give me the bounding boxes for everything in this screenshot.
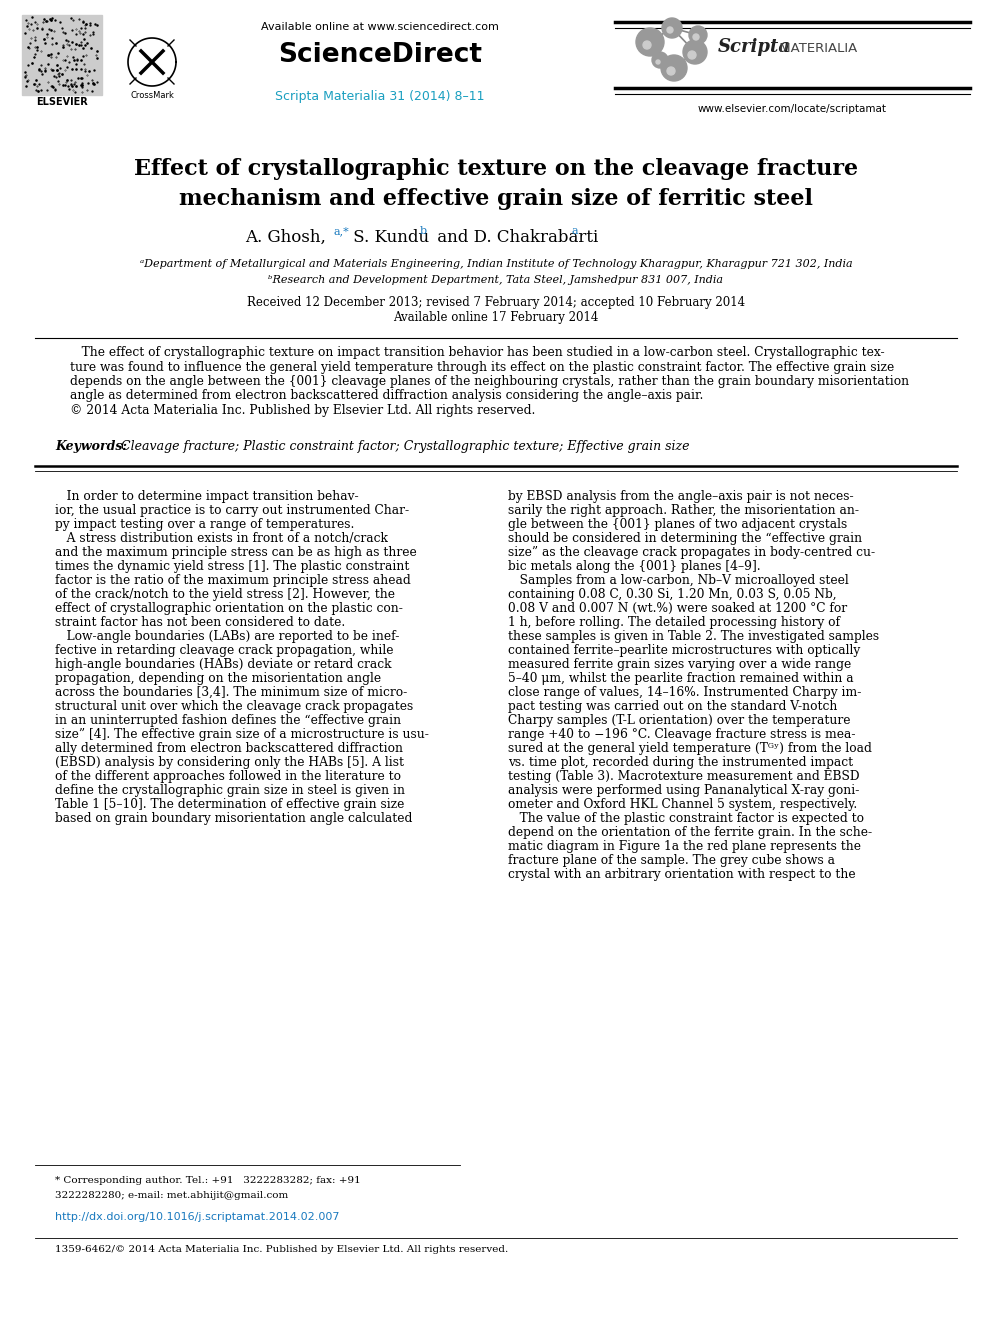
Text: range +40 to −196 °C. Cleavage fracture stress is mea-: range +40 to −196 °C. Cleavage fracture …	[508, 728, 855, 741]
Text: pact testing was carried out on the standard V-notch: pact testing was carried out on the stan…	[508, 700, 837, 713]
Text: www.elsevier.com/locate/scriptamat: www.elsevier.com/locate/scriptamat	[697, 105, 887, 114]
Circle shape	[661, 56, 687, 81]
Text: The effect of crystallographic texture on impact transition behavior has been st: The effect of crystallographic texture o…	[70, 347, 885, 359]
Text: Charpy samples (T-L orientation) over the temperature: Charpy samples (T-L orientation) over th…	[508, 714, 850, 728]
Text: fective in retarding cleavage crack propagation, while: fective in retarding cleavage crack prop…	[55, 644, 394, 658]
Circle shape	[643, 41, 651, 49]
Text: ᵃDepartment of Metallurgical and Materials Engineering, Indian Institute of Tech: ᵃDepartment of Metallurgical and Materia…	[140, 259, 852, 269]
Text: factor is the ratio of the maximum principle stress ahead: factor is the ratio of the maximum princ…	[55, 574, 411, 587]
Text: Keywords:: Keywords:	[55, 441, 127, 452]
Text: A stress distribution exists in front of a notch/crack: A stress distribution exists in front of…	[55, 532, 388, 545]
Text: define the crystallographic grain size in steel is given in: define the crystallographic grain size i…	[55, 785, 405, 796]
Text: sured at the general yield temperature (Tᴳʸ) from the load: sured at the general yield temperature (…	[508, 742, 872, 755]
Text: CrossMark: CrossMark	[130, 91, 174, 101]
Text: contained ferrite–pearlite microstructures with optically: contained ferrite–pearlite microstructur…	[508, 644, 860, 658]
Text: straint factor has not been considered to date.: straint factor has not been considered t…	[55, 617, 345, 628]
Text: size” as the cleavage crack propagates in body-centred cu-: size” as the cleavage crack propagates i…	[508, 546, 875, 560]
Text: bic metals along the {001} planes [4–9].: bic metals along the {001} planes [4–9].	[508, 560, 761, 573]
Text: a,*: a,*	[333, 226, 349, 235]
Text: 5–40 μm, whilst the pearlite fraction remained within a: 5–40 μm, whilst the pearlite fraction re…	[508, 672, 854, 685]
Circle shape	[636, 28, 664, 56]
Text: vs. time plot, recorded during the instrumented impact: vs. time plot, recorded during the instr…	[508, 755, 853, 769]
Text: MATERIALIA: MATERIALIA	[775, 42, 857, 56]
Text: Received 12 December 2013; revised 7 February 2014; accepted 10 February 2014: Received 12 December 2013; revised 7 Feb…	[247, 296, 745, 310]
Circle shape	[656, 60, 660, 64]
Text: angle as determined from electron backscattered diffraction analysis considering: angle as determined from electron backsc…	[70, 389, 703, 402]
Text: 1 h, before rolling. The detailed processing history of: 1 h, before rolling. The detailed proces…	[508, 617, 840, 628]
Text: (EBSD) analysis by considering only the HABs [5]. A list: (EBSD) analysis by considering only the …	[55, 755, 404, 769]
Text: ally determined from electron backscattered diffraction: ally determined from electron backscatte…	[55, 742, 403, 755]
Text: In order to determine impact transition behav-: In order to determine impact transition …	[55, 490, 359, 503]
Text: structural unit over which the cleavage crack propagates: structural unit over which the cleavage …	[55, 700, 414, 713]
Text: should be considered in determining the “effective grain: should be considered in determining the …	[508, 532, 862, 545]
Text: 1359-6462/© 2014 Acta Materialia Inc. Published by Elsevier Ltd. All rights rese: 1359-6462/© 2014 Acta Materialia Inc. Pu…	[55, 1245, 508, 1254]
Text: depend on the orientation of the ferrite grain. In the sche-: depend on the orientation of the ferrite…	[508, 826, 872, 839]
Circle shape	[689, 26, 707, 44]
Circle shape	[683, 40, 707, 64]
Text: Effect of crystallographic texture on the cleavage fracture: Effect of crystallographic texture on th…	[134, 157, 858, 180]
Text: high-angle boundaries (HABs) deviate or retard crack: high-angle boundaries (HABs) deviate or …	[55, 658, 392, 671]
Circle shape	[667, 67, 675, 75]
Text: S. Kundu: S. Kundu	[348, 229, 430, 246]
Text: a: a	[572, 226, 578, 235]
Circle shape	[652, 52, 668, 67]
Text: ior, the usual practice is to carry out instrumented Char-: ior, the usual practice is to carry out …	[55, 504, 409, 517]
Circle shape	[688, 52, 696, 60]
Text: ScienceDirect: ScienceDirect	[278, 42, 482, 67]
Text: across the boundaries [3,4]. The minimum size of micro-: across the boundaries [3,4]. The minimum…	[55, 687, 408, 699]
Text: 0.08 V and 0.007 N (wt.%) were soaked at 1200 °C for: 0.08 V and 0.007 N (wt.%) were soaked at…	[508, 602, 847, 615]
Text: measured ferrite grain sizes varying over a wide range: measured ferrite grain sizes varying ove…	[508, 658, 851, 671]
Text: analysis were performed using Pananalytical X-ray goni-: analysis were performed using Pananalyti…	[508, 785, 859, 796]
Text: © 2014 Acta Materialia Inc. Published by Elsevier Ltd. All rights reserved.: © 2014 Acta Materialia Inc. Published by…	[70, 404, 536, 417]
Text: crystal with an arbitrary orientation with respect to the: crystal with an arbitrary orientation wi…	[508, 868, 856, 881]
Text: 3222282280; e-mail: met.abhijit@gmail.com: 3222282280; e-mail: met.abhijit@gmail.co…	[55, 1191, 289, 1200]
Text: Available online at www.sciencedirect.com: Available online at www.sciencedirect.co…	[261, 22, 499, 32]
Text: Samples from a low-carbon, Nb–V microalloyed steel: Samples from a low-carbon, Nb–V microall…	[508, 574, 849, 587]
Text: and D. Chakrabarti: and D. Chakrabarti	[432, 229, 598, 246]
Text: close range of values, 14–16%. Instrumented Charpy im-: close range of values, 14–16%. Instrumen…	[508, 687, 861, 699]
Text: Available online 17 February 2014: Available online 17 February 2014	[393, 311, 599, 324]
Text: gle between the {001} planes of two adjacent crystals: gle between the {001} planes of two adja…	[508, 519, 847, 531]
Text: The value of the plastic constraint factor is expected to: The value of the plastic constraint fact…	[508, 812, 864, 826]
Text: ᵇResearch and Development Department, Tata Steel, Jamshedpur 831 007, India: ᵇResearch and Development Department, Ta…	[269, 275, 723, 284]
Text: mechanism and effective grain size of ferritic steel: mechanism and effective grain size of fe…	[180, 188, 812, 210]
Text: ELSEVIER: ELSEVIER	[36, 97, 88, 107]
Text: these samples is given in Table 2. The investigated samples: these samples is given in Table 2. The i…	[508, 630, 879, 643]
Polygon shape	[128, 38, 176, 86]
Text: http://dx.doi.org/10.1016/j.scriptamat.2014.02.007: http://dx.doi.org/10.1016/j.scriptamat.2…	[55, 1212, 339, 1222]
Text: testing (Table 3). Macrotexture measurement and EBSD: testing (Table 3). Macrotexture measurem…	[508, 770, 860, 783]
Text: Table 1 [5–10]. The determination of effective grain size: Table 1 [5–10]. The determination of eff…	[55, 798, 405, 811]
Text: times the dynamic yield stress [1]. The plastic constraint: times the dynamic yield stress [1]. The …	[55, 560, 410, 573]
Text: Cleavage fracture; Plastic constraint factor; Crystallographic texture; Effectiv: Cleavage fracture; Plastic constraint fa…	[117, 441, 689, 452]
Text: propagation, depending on the misorientation angle: propagation, depending on the misorienta…	[55, 672, 381, 685]
Text: * Corresponding author. Tel.: +91   3222283282; fax: +91: * Corresponding author. Tel.: +91 322228…	[55, 1176, 361, 1185]
Bar	[22, 15, 102, 95]
Text: matic diagram in Figure 1a the red plane represents the: matic diagram in Figure 1a the red plane…	[508, 840, 861, 853]
Text: Scripta Materialia 31 (2014) 8–11: Scripta Materialia 31 (2014) 8–11	[275, 90, 485, 103]
Text: py impact testing over a range of temperatures.: py impact testing over a range of temper…	[55, 519, 354, 531]
Text: containing 0.08 C, 0.30 Si, 1.20 Mn, 0.03 S, 0.05 Nb,: containing 0.08 C, 0.30 Si, 1.20 Mn, 0.0…	[508, 587, 836, 601]
Text: b: b	[420, 226, 428, 235]
Text: of the crack/notch to the yield stress [2]. However, the: of the crack/notch to the yield stress […	[55, 587, 395, 601]
Text: based on grain boundary misorientation angle calculated: based on grain boundary misorientation a…	[55, 812, 413, 826]
Text: and the maximum principle stress can be as high as three: and the maximum principle stress can be …	[55, 546, 417, 560]
Text: in an uninterrupted fashion defines the “effective grain: in an uninterrupted fashion defines the …	[55, 714, 401, 728]
Text: depends on the angle between the {001} cleavage planes of the neighbouring cryst: depends on the angle between the {001} c…	[70, 374, 909, 388]
Text: ometer and Oxford HKL Channel 5 system, respectively.: ometer and Oxford HKL Channel 5 system, …	[508, 798, 857, 811]
Text: sarily the right approach. Rather, the misorientation an-: sarily the right approach. Rather, the m…	[508, 504, 859, 517]
Text: by EBSD analysis from the angle–axis pair is not neces-: by EBSD analysis from the angle–axis pai…	[508, 490, 854, 503]
Circle shape	[693, 34, 699, 40]
Text: effect of crystallographic orientation on the plastic con-: effect of crystallographic orientation o…	[55, 602, 403, 615]
Text: Scripta: Scripta	[718, 38, 791, 56]
Text: ture was found to influence the general yield temperature through its effect on : ture was found to influence the general …	[70, 360, 894, 373]
Text: fracture plane of the sample. The grey cube shows a: fracture plane of the sample. The grey c…	[508, 855, 835, 867]
Circle shape	[662, 19, 682, 38]
Circle shape	[667, 26, 673, 33]
Text: of the different approaches followed in the literature to: of the different approaches followed in …	[55, 770, 401, 783]
Text: size” [4]. The effective grain size of a microstructure is usu-: size” [4]. The effective grain size of a…	[55, 728, 429, 741]
Text: A. Ghosh,: A. Ghosh,	[245, 229, 326, 246]
Text: Low-angle boundaries (LABs) are reported to be inef-: Low-angle boundaries (LABs) are reported…	[55, 630, 400, 643]
